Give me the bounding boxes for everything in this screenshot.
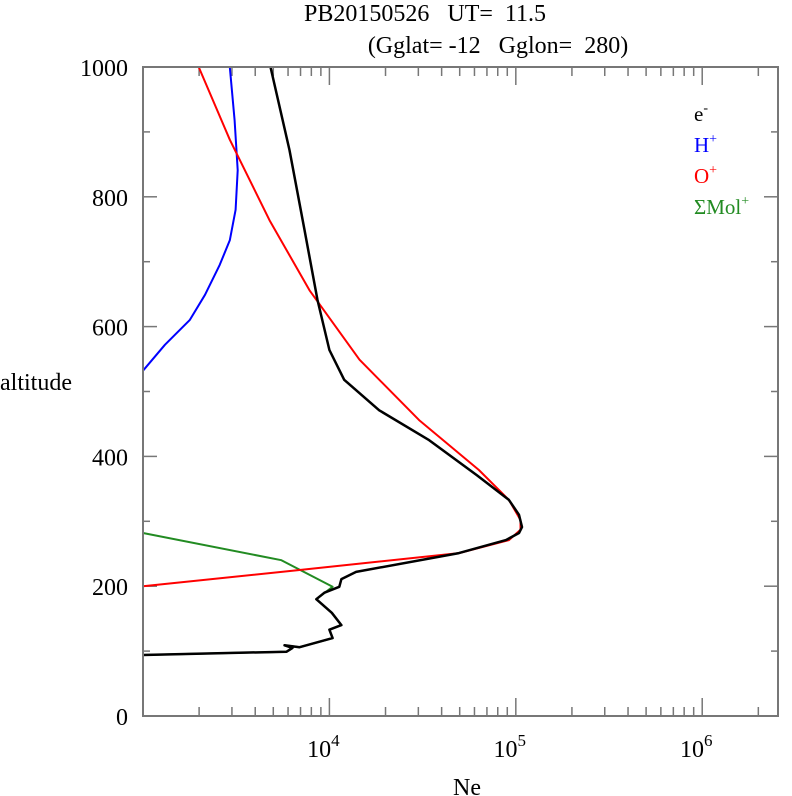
x-axis-label: Ne: [453, 775, 481, 796]
y-tick-label: 1000: [80, 56, 128, 82]
y-tick-label: 800: [92, 186, 128, 212]
y-axis-label: altitude: [0, 370, 72, 396]
series-line-oxygen-ion: [142, 66, 522, 588]
x-tick-label: 104: [307, 731, 340, 763]
y-tick-label: 400: [92, 445, 128, 471]
legend: e- H+ O+ ΣMol+: [694, 101, 749, 219]
legend-entry: H+: [694, 132, 717, 157]
x-tick-label: 106: [680, 731, 713, 763]
series-line-molecular-ion: [142, 532, 343, 656]
chart-title-line2: (Gglat= -12 Gglon= 280): [368, 33, 628, 59]
plot-frame: [142, 66, 779, 717]
y-tick-label: 200: [92, 575, 128, 601]
chart-title-line1: PB20150526 UT= 11.5: [304, 1, 546, 27]
legend-entry: e-: [694, 101, 708, 126]
y-tick-label: 600: [92, 316, 128, 342]
x-tick-label: 105: [494, 731, 526, 763]
y-tick-label: 0: [116, 705, 128, 731]
series-line-hydrogen-ion: [142, 66, 239, 372]
legend-entry: ΣMol+: [694, 194, 749, 219]
legend-entry: O+: [694, 163, 717, 188]
series-line-electron: [142, 66, 524, 657]
